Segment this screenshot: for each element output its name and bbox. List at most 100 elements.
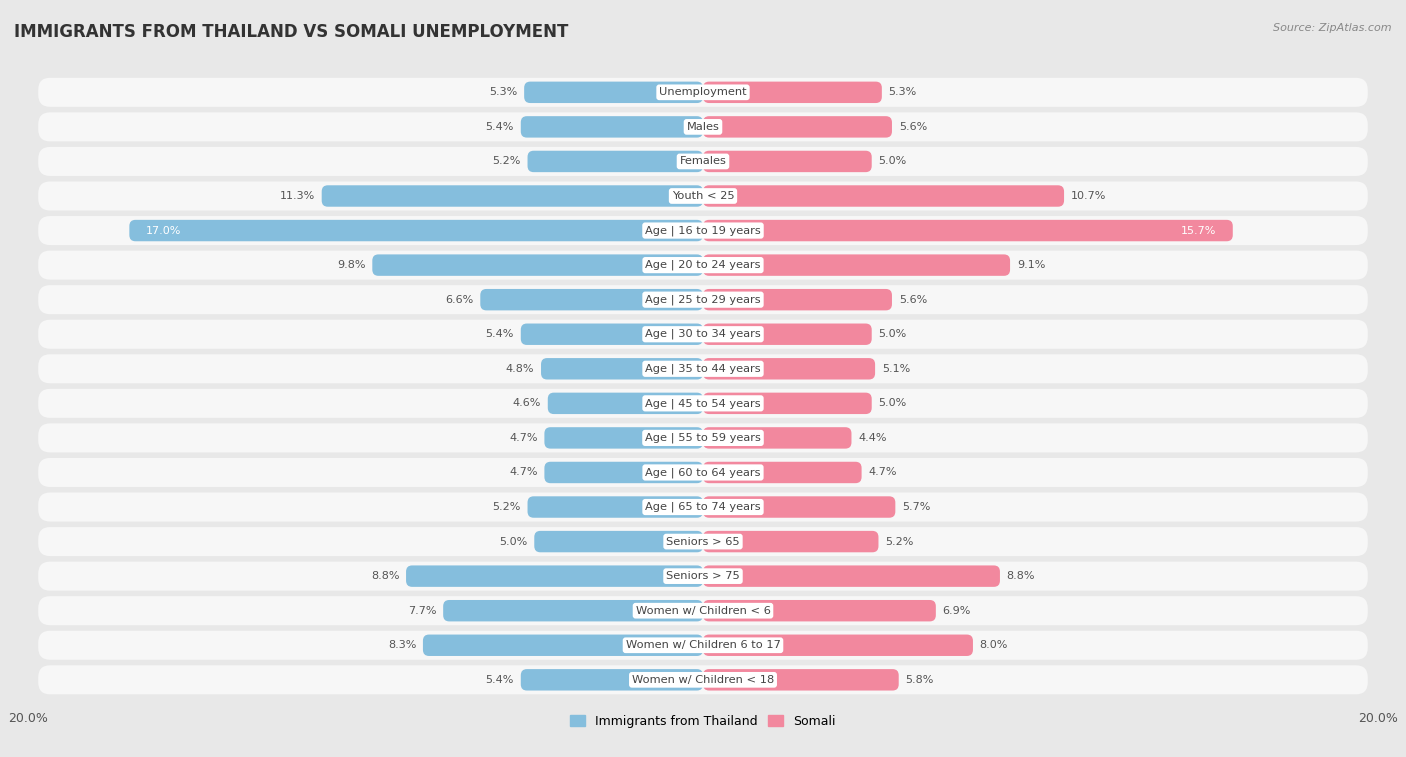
Text: IMMIGRANTS FROM THAILAND VS SOMALI UNEMPLOYMENT: IMMIGRANTS FROM THAILAND VS SOMALI UNEMP… (14, 23, 568, 41)
Text: Age | 45 to 54 years: Age | 45 to 54 years (645, 398, 761, 409)
Text: 17.0%: 17.0% (146, 226, 181, 235)
FancyBboxPatch shape (322, 185, 703, 207)
Text: Males: Males (686, 122, 720, 132)
FancyBboxPatch shape (703, 323, 872, 345)
Text: 4.7%: 4.7% (509, 433, 537, 443)
FancyBboxPatch shape (524, 82, 703, 103)
FancyBboxPatch shape (38, 319, 1368, 349)
Text: Females: Females (679, 157, 727, 167)
Text: 15.7%: 15.7% (1181, 226, 1216, 235)
FancyBboxPatch shape (703, 393, 872, 414)
Text: 5.0%: 5.0% (879, 157, 907, 167)
Text: Age | 25 to 29 years: Age | 25 to 29 years (645, 294, 761, 305)
FancyBboxPatch shape (38, 251, 1368, 279)
Text: 4.7%: 4.7% (509, 468, 537, 478)
FancyBboxPatch shape (38, 665, 1368, 694)
Text: 5.2%: 5.2% (492, 157, 520, 167)
Text: Age | 35 to 44 years: Age | 35 to 44 years (645, 363, 761, 374)
FancyBboxPatch shape (38, 389, 1368, 418)
Text: Age | 60 to 64 years: Age | 60 to 64 years (645, 467, 761, 478)
FancyBboxPatch shape (520, 323, 703, 345)
Text: 5.3%: 5.3% (889, 87, 917, 98)
Text: 4.7%: 4.7% (869, 468, 897, 478)
FancyBboxPatch shape (703, 254, 1010, 276)
Text: 4.8%: 4.8% (506, 364, 534, 374)
Text: 5.7%: 5.7% (903, 502, 931, 512)
Text: 5.1%: 5.1% (882, 364, 910, 374)
FancyBboxPatch shape (548, 393, 703, 414)
FancyBboxPatch shape (703, 497, 896, 518)
FancyBboxPatch shape (520, 669, 703, 690)
Text: 7.7%: 7.7% (408, 606, 436, 615)
FancyBboxPatch shape (703, 565, 1000, 587)
FancyBboxPatch shape (38, 182, 1368, 210)
FancyBboxPatch shape (703, 151, 872, 172)
Text: 5.8%: 5.8% (905, 674, 934, 685)
Text: 8.3%: 8.3% (388, 640, 416, 650)
FancyBboxPatch shape (703, 462, 862, 483)
FancyBboxPatch shape (703, 82, 882, 103)
FancyBboxPatch shape (38, 631, 1368, 660)
Text: Seniors > 65: Seniors > 65 (666, 537, 740, 547)
FancyBboxPatch shape (38, 423, 1368, 453)
Text: 9.1%: 9.1% (1017, 260, 1045, 270)
Text: 4.4%: 4.4% (858, 433, 887, 443)
FancyBboxPatch shape (423, 634, 703, 656)
Text: 5.2%: 5.2% (886, 537, 914, 547)
Text: 5.4%: 5.4% (485, 674, 515, 685)
Text: 5.0%: 5.0% (499, 537, 527, 547)
Text: 9.8%: 9.8% (337, 260, 366, 270)
Text: 8.0%: 8.0% (980, 640, 1008, 650)
FancyBboxPatch shape (527, 151, 703, 172)
Text: 8.8%: 8.8% (1007, 571, 1035, 581)
FancyBboxPatch shape (38, 216, 1368, 245)
FancyBboxPatch shape (703, 600, 936, 621)
Text: 11.3%: 11.3% (280, 191, 315, 201)
Text: Age | 55 to 59 years: Age | 55 to 59 years (645, 433, 761, 443)
FancyBboxPatch shape (406, 565, 703, 587)
FancyBboxPatch shape (443, 600, 703, 621)
Text: 5.6%: 5.6% (898, 122, 927, 132)
FancyBboxPatch shape (703, 669, 898, 690)
Text: Women w/ Children 6 to 17: Women w/ Children 6 to 17 (626, 640, 780, 650)
Legend: Immigrants from Thailand, Somali: Immigrants from Thailand, Somali (565, 710, 841, 733)
FancyBboxPatch shape (703, 358, 875, 379)
FancyBboxPatch shape (38, 597, 1368, 625)
Text: Women w/ Children < 18: Women w/ Children < 18 (631, 674, 775, 685)
FancyBboxPatch shape (481, 289, 703, 310)
FancyBboxPatch shape (38, 285, 1368, 314)
Text: Age | 16 to 19 years: Age | 16 to 19 years (645, 226, 761, 236)
FancyBboxPatch shape (38, 562, 1368, 590)
Text: Age | 65 to 74 years: Age | 65 to 74 years (645, 502, 761, 512)
Text: 5.0%: 5.0% (879, 329, 907, 339)
FancyBboxPatch shape (703, 427, 852, 449)
Text: 4.6%: 4.6% (513, 398, 541, 408)
Text: Youth < 25: Youth < 25 (672, 191, 734, 201)
Text: 5.2%: 5.2% (492, 502, 520, 512)
FancyBboxPatch shape (703, 289, 891, 310)
FancyBboxPatch shape (38, 78, 1368, 107)
FancyBboxPatch shape (38, 458, 1368, 487)
Text: Age | 20 to 24 years: Age | 20 to 24 years (645, 260, 761, 270)
FancyBboxPatch shape (38, 527, 1368, 556)
Text: Women w/ Children < 6: Women w/ Children < 6 (636, 606, 770, 615)
FancyBboxPatch shape (129, 220, 703, 241)
FancyBboxPatch shape (38, 493, 1368, 522)
FancyBboxPatch shape (541, 358, 703, 379)
Text: Unemployment: Unemployment (659, 87, 747, 98)
Text: 5.4%: 5.4% (485, 329, 515, 339)
FancyBboxPatch shape (373, 254, 703, 276)
Text: 10.7%: 10.7% (1071, 191, 1107, 201)
FancyBboxPatch shape (544, 427, 703, 449)
Text: 5.4%: 5.4% (485, 122, 515, 132)
FancyBboxPatch shape (520, 116, 703, 138)
FancyBboxPatch shape (38, 112, 1368, 142)
FancyBboxPatch shape (534, 531, 703, 553)
Text: 6.6%: 6.6% (446, 294, 474, 304)
FancyBboxPatch shape (703, 634, 973, 656)
Text: 8.8%: 8.8% (371, 571, 399, 581)
FancyBboxPatch shape (703, 531, 879, 553)
FancyBboxPatch shape (38, 354, 1368, 383)
FancyBboxPatch shape (544, 462, 703, 483)
Text: Seniors > 75: Seniors > 75 (666, 571, 740, 581)
